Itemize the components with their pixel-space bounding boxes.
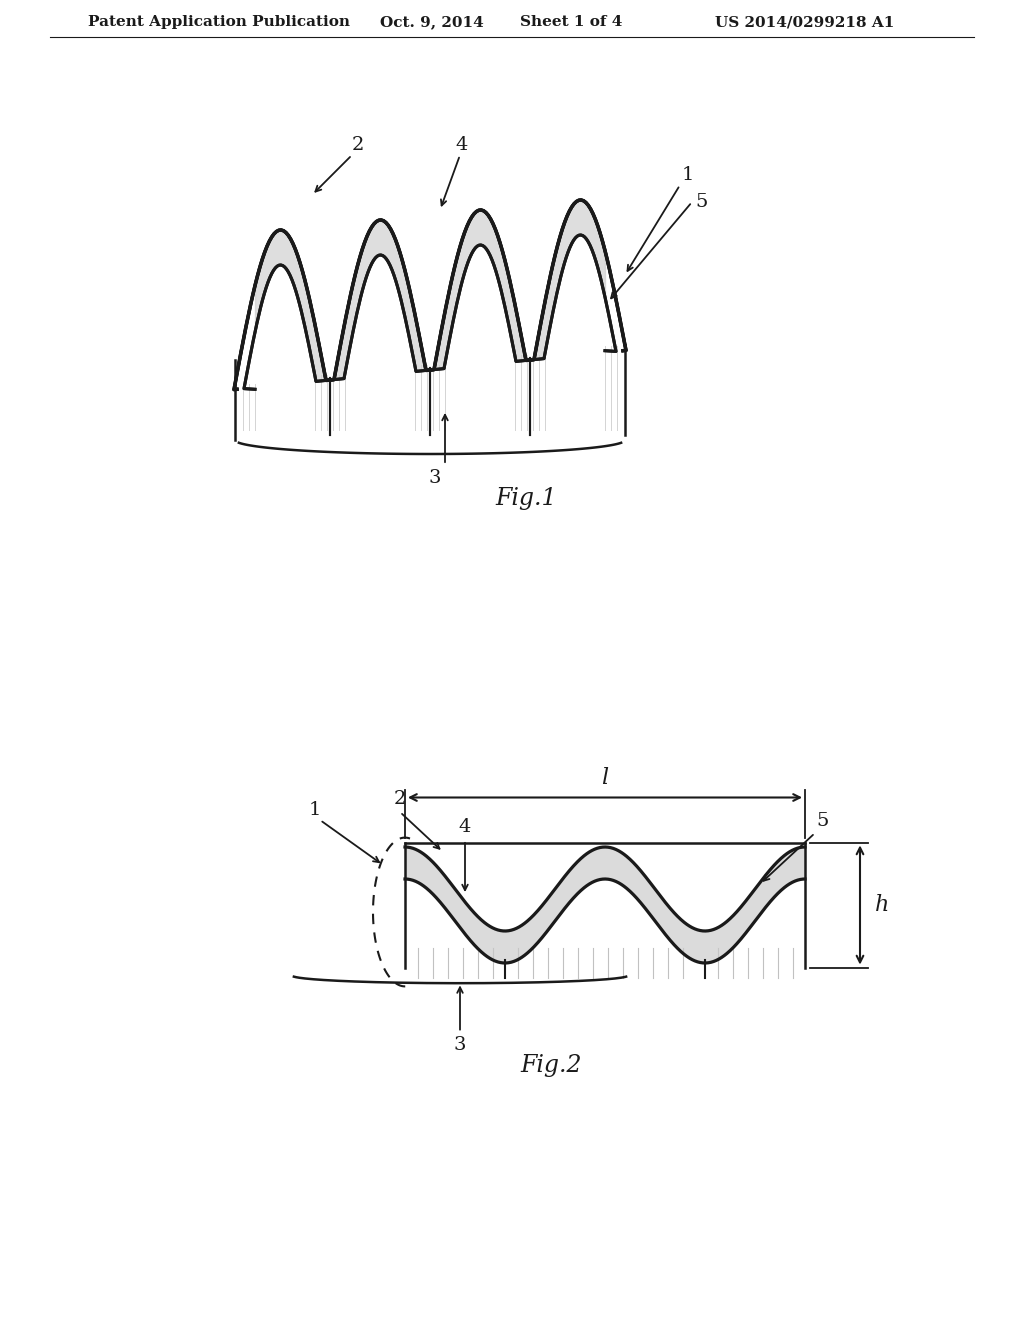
Text: 4: 4 <box>459 818 471 836</box>
Text: Oct. 9, 2014: Oct. 9, 2014 <box>380 15 483 29</box>
Text: US 2014/0299218 A1: US 2014/0299218 A1 <box>715 15 894 29</box>
Text: 1: 1 <box>309 801 322 818</box>
Text: h: h <box>874 894 889 916</box>
Text: 5: 5 <box>817 812 829 830</box>
Text: 2: 2 <box>352 136 365 154</box>
Text: 3: 3 <box>454 1036 466 1055</box>
Text: Fig.2: Fig.2 <box>520 1053 582 1077</box>
Text: 2: 2 <box>394 789 407 808</box>
Text: 5: 5 <box>696 193 709 211</box>
Text: 4: 4 <box>456 136 468 154</box>
Text: l: l <box>601 767 608 788</box>
Text: Patent Application Publication: Patent Application Publication <box>88 15 350 29</box>
Text: 1: 1 <box>682 166 694 183</box>
Text: Sheet 1 of 4: Sheet 1 of 4 <box>520 15 623 29</box>
Text: 3: 3 <box>429 469 441 487</box>
Text: Fig.1: Fig.1 <box>495 487 556 510</box>
